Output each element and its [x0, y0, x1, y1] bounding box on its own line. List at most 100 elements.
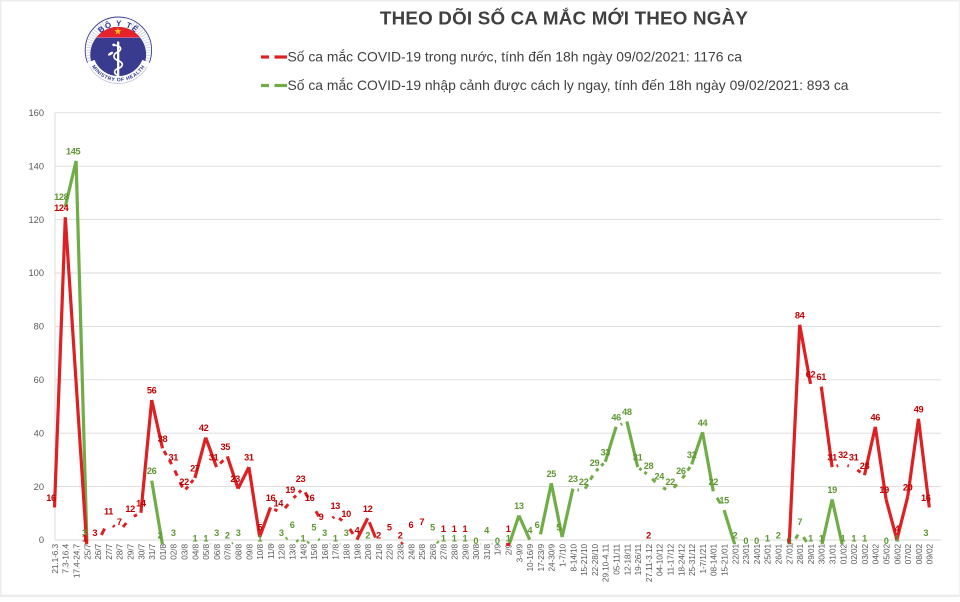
svg-text:1: 1: [452, 533, 457, 543]
svg-text:Số ca mắc COVID-19 nhập cảnh đ: Số ca mắc COVID-19 nhập cảnh được cách l…: [288, 77, 849, 93]
svg-text:13/8: 13/8: [288, 544, 298, 560]
svg-text:08/02: 08/02: [914, 544, 924, 565]
svg-text:17-23/9: 17-23/9: [536, 544, 546, 572]
svg-text:22: 22: [579, 477, 589, 487]
svg-text:62: 62: [806, 370, 816, 380]
svg-text:28/8: 28/8: [450, 544, 460, 560]
svg-text:23: 23: [296, 474, 306, 484]
svg-text:23: 23: [568, 474, 578, 484]
svg-text:30/7: 30/7: [136, 544, 146, 560]
svg-text:0: 0: [495, 536, 500, 546]
svg-text:24: 24: [655, 472, 666, 482]
svg-text:84: 84: [795, 310, 806, 320]
svg-text:5: 5: [257, 523, 262, 533]
svg-text:10/8: 10/8: [255, 544, 265, 560]
svg-text:1: 1: [808, 533, 813, 543]
svg-text:14: 14: [136, 498, 147, 508]
svg-text:12: 12: [125, 504, 135, 514]
svg-text:16: 16: [305, 493, 315, 503]
svg-text:2: 2: [733, 531, 738, 541]
svg-text:1: 1: [257, 533, 262, 543]
svg-text:5: 5: [311, 523, 316, 533]
svg-text:26/7: 26/7: [93, 544, 103, 560]
svg-text:15-21/01: 15-21/01: [720, 544, 730, 576]
svg-text:7.3-16.4: 7.3-16.4: [61, 544, 71, 574]
svg-text:28: 28: [644, 461, 654, 471]
svg-text:3: 3: [171, 528, 176, 538]
svg-text:2: 2: [365, 531, 370, 541]
svg-text:17.4-24.7: 17.4-24.7: [72, 544, 82, 579]
svg-text:15-21/10: 15-21/10: [579, 544, 589, 576]
svg-text:24/8: 24/8: [406, 544, 416, 560]
svg-text:11: 11: [104, 507, 113, 517]
svg-text:140: 140: [28, 161, 44, 171]
svg-text:0: 0: [787, 536, 792, 546]
svg-text:38: 38: [158, 434, 168, 444]
svg-text:2: 2: [376, 531, 381, 541]
svg-text:0: 0: [884, 536, 889, 546]
svg-text:28/7: 28/7: [115, 544, 125, 560]
svg-text:26: 26: [147, 466, 157, 476]
svg-text:42: 42: [199, 423, 209, 433]
svg-text:1: 1: [841, 533, 846, 543]
svg-text:23/8: 23/8: [396, 544, 406, 560]
svg-text:12-18/11: 12-18/11: [622, 544, 632, 576]
svg-text:10: 10: [341, 509, 351, 519]
svg-text:28: 28: [860, 461, 870, 471]
svg-text:100: 100: [28, 268, 44, 278]
svg-text:24-30/9: 24-30/9: [547, 544, 557, 572]
svg-text:27/01: 27/01: [784, 544, 794, 565]
svg-text:06/02: 06/02: [892, 544, 902, 565]
svg-text:3: 3: [92, 528, 97, 538]
svg-text:32: 32: [838, 450, 848, 460]
svg-text:40: 40: [34, 428, 44, 438]
svg-text:3: 3: [214, 528, 219, 538]
svg-text:13: 13: [331, 501, 341, 511]
svg-text:14: 14: [274, 498, 285, 508]
svg-text:9: 9: [319, 512, 324, 522]
svg-text:21.1-6.3: 21.1-6.3: [50, 544, 60, 574]
svg-text:7: 7: [797, 517, 802, 527]
svg-text:09/02: 09/02: [925, 544, 935, 565]
svg-text:46: 46: [611, 412, 621, 422]
svg-text:25: 25: [547, 469, 557, 479]
svg-text:124: 124: [54, 203, 70, 213]
svg-text:49: 49: [914, 404, 924, 414]
svg-text:18-24/12: 18-24/12: [676, 544, 686, 576]
svg-text:31: 31: [633, 453, 643, 463]
svg-text:31: 31: [849, 453, 859, 463]
svg-text:29/7: 29/7: [126, 544, 136, 560]
svg-text:1: 1: [452, 524, 457, 534]
svg-text:24/01: 24/01: [752, 544, 762, 565]
svg-text:2: 2: [776, 531, 781, 541]
svg-text:1: 1: [441, 533, 446, 543]
svg-text:25/8: 25/8: [417, 544, 427, 560]
svg-text:1: 1: [819, 533, 824, 543]
svg-text:128: 128: [54, 192, 69, 202]
svg-text:THEO DÕI SỐ CA MẮC MỚI THEO NG: THEO DÕI SỐ CA MẮC MỚI THEO NGÀY: [380, 8, 748, 29]
svg-text:02/02: 02/02: [849, 544, 859, 565]
svg-text:18/8: 18/8: [342, 544, 352, 560]
svg-text:145: 145: [66, 147, 81, 157]
svg-text:25/7: 25/7: [82, 544, 92, 560]
svg-text:6: 6: [409, 520, 414, 530]
svg-text:16: 16: [921, 493, 931, 503]
svg-text:3: 3: [923, 528, 928, 538]
svg-text:02/8: 02/8: [169, 544, 179, 560]
svg-text:08-14/01: 08-14/01: [709, 544, 719, 576]
svg-text:23/01: 23/01: [741, 544, 751, 565]
svg-text:13: 13: [514, 501, 524, 511]
svg-text:1-7/10: 1-7/10: [558, 544, 568, 567]
svg-text:1: 1: [82, 533, 87, 543]
svg-text:0: 0: [743, 536, 748, 546]
svg-text:1: 1: [851, 533, 856, 543]
svg-text:31/7: 31/7: [147, 544, 157, 560]
svg-text:27/8: 27/8: [439, 544, 449, 560]
svg-text:2: 2: [646, 531, 651, 541]
svg-text:56: 56: [147, 386, 157, 396]
svg-text:46: 46: [871, 412, 881, 422]
svg-text:29: 29: [590, 458, 600, 468]
svg-text:22/8: 22/8: [385, 544, 395, 560]
svg-text:26: 26: [676, 466, 686, 476]
svg-text:29/01: 29/01: [806, 544, 816, 565]
